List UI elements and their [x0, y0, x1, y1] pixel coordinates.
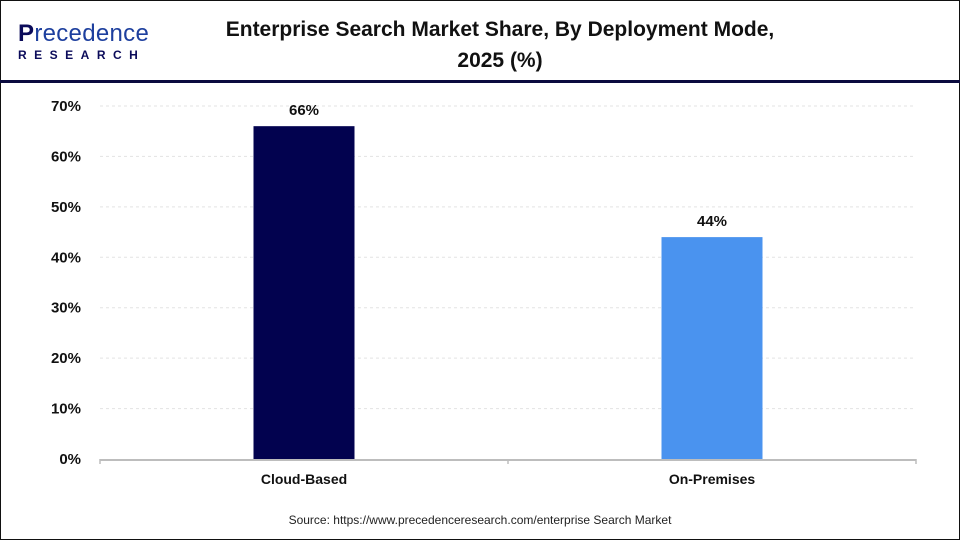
logo-subtext: RESEARCH — [18, 48, 146, 62]
precedence-research-logo: Precedence RESEARCH — [18, 20, 158, 63]
y-tick-label: 60% — [51, 148, 81, 165]
y-tick-label: 10% — [51, 401, 81, 418]
logo-initial: P — [18, 20, 35, 47]
bar-on-premises — [661, 237, 763, 459]
x-category-label: On-Premises — [669, 471, 756, 487]
y-tick-label: 40% — [51, 249, 81, 266]
chart-title: Enterprise Search Market Share, By Deplo… — [225, 18, 775, 72]
source-note: Source: https://www.precedenceresearch.c… — [288, 513, 672, 527]
y-tick-label: 20% — [51, 350, 81, 367]
data-label: 44% — [697, 213, 727, 230]
x-category-label: Cloud-Based — [261, 471, 347, 487]
header-divider — [0, 80, 960, 83]
y-tick-label: 0% — [59, 451, 81, 468]
y-tick-label: 50% — [51, 199, 81, 216]
bar-cloud-based — [253, 126, 355, 460]
logo-text: recedence — [34, 20, 150, 47]
y-tick-label: 30% — [51, 300, 81, 317]
y-tick-label: 70% — [51, 98, 81, 115]
data-label: 66% — [289, 102, 319, 119]
